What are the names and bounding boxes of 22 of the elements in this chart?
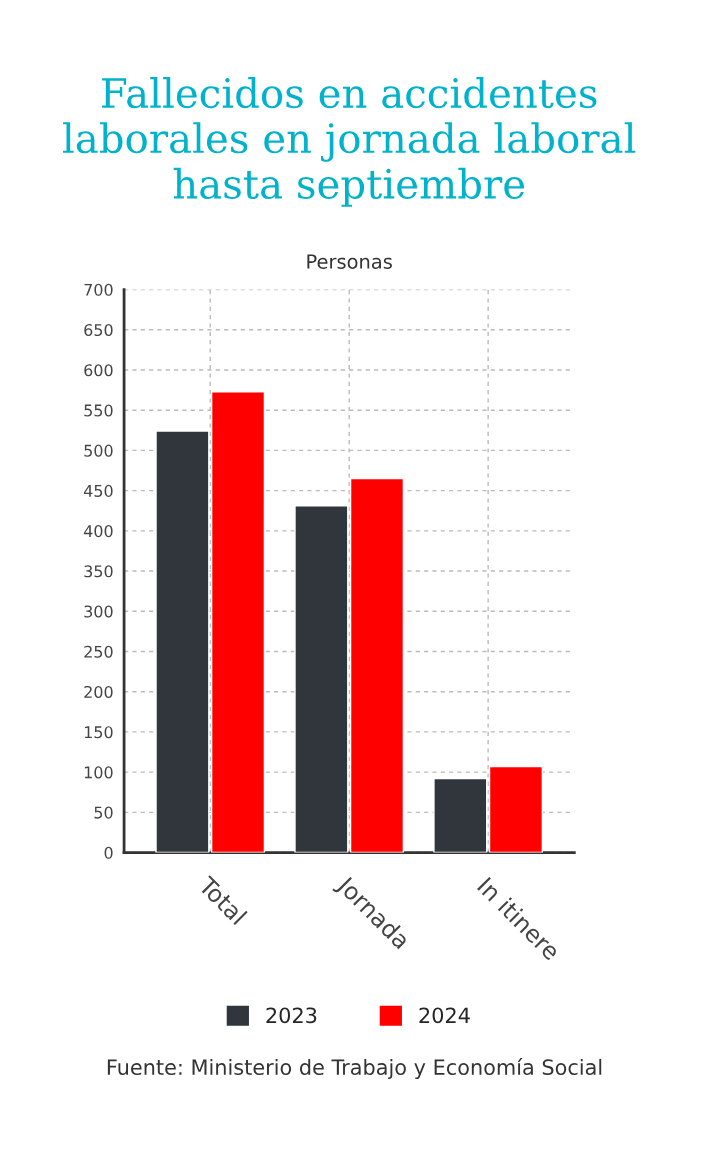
source-note: Fuente: Ministerio de Trabajo y Economía Social: [107, 1058, 602, 1080]
y-tick-label: 350: [84, 565, 113, 578]
y-tick-label: 0: [104, 846, 113, 859]
bar: [349, 477, 405, 853]
chart-title: Fallecidos en accidentes laborales en jornada laboral hasta septiembre: [63, 77, 636, 207]
y-tick-label: 600: [84, 364, 113, 377]
legend-label: 2023: [266, 1007, 317, 1024]
y-tick-label: 650: [84, 323, 113, 337]
y-tick-label: 100: [84, 766, 113, 779]
y-tick-label: 150: [84, 726, 113, 739]
legend-label: 2024: [419, 1007, 470, 1024]
y-tick-label: 700: [84, 283, 113, 296]
y-axis-title: Personas: [307, 254, 392, 269]
bar: [488, 765, 544, 853]
y-tick-label: 500: [84, 444, 113, 457]
y-tick-label: 50: [94, 806, 113, 819]
y-tick-label: 200: [84, 685, 113, 698]
y-tick-label: 250: [84, 645, 113, 658]
y-tick-label: 400: [83, 525, 113, 538]
y-tick-label: 300: [84, 605, 113, 618]
y-tick-label: 450: [83, 484, 113, 497]
y-tick-label: 550: [84, 404, 113, 417]
